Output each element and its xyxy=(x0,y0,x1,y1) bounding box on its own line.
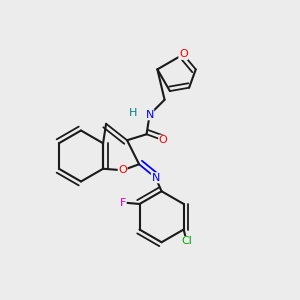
Text: O: O xyxy=(159,135,167,145)
Text: F: F xyxy=(120,197,126,208)
Text: N: N xyxy=(146,110,154,120)
Text: O: O xyxy=(118,165,127,175)
Text: N: N xyxy=(152,173,160,183)
Text: O: O xyxy=(179,50,188,59)
Text: Cl: Cl xyxy=(181,236,192,247)
Text: H: H xyxy=(129,108,137,118)
